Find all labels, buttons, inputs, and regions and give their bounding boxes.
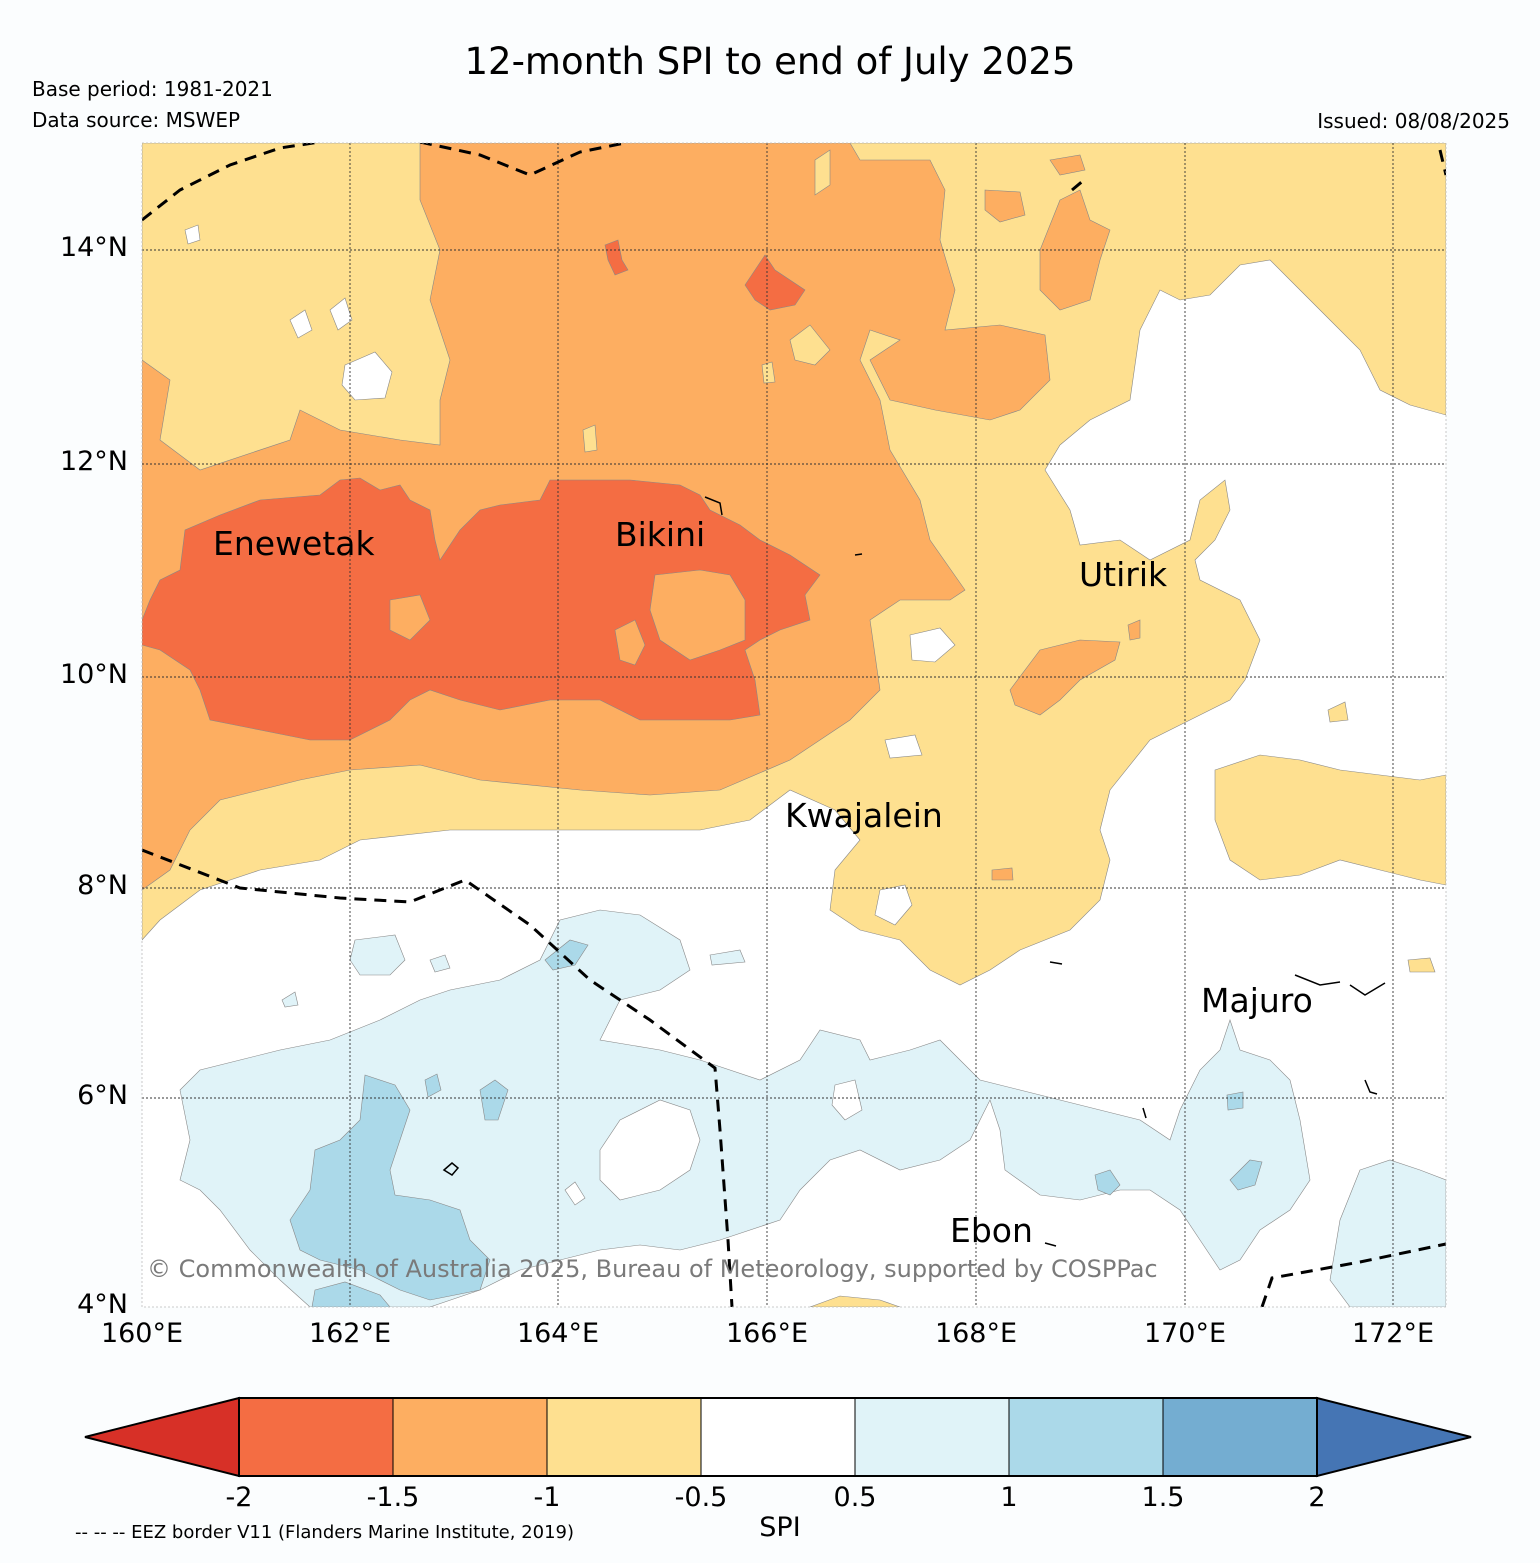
eez-border — [142, 143, 1446, 1307]
place-label-enewetak: Enewetak — [213, 524, 375, 563]
colorbar-band-5 — [854, 1397, 1010, 1477]
colorbar-tick: -1 — [533, 1482, 561, 1513]
map-area — [142, 143, 1446, 1307]
data-source-note: Data source: MSWEP — [32, 108, 241, 132]
colorbar-band-4 — [700, 1397, 856, 1477]
colorbar-band-7 — [1162, 1397, 1318, 1477]
place-label-ebon: Ebon — [950, 1211, 1033, 1250]
lat-label-10n: 10°N — [59, 659, 128, 690]
atoll-outlines — [442, 496, 1386, 1247]
place-label-majuro: Majuro — [1201, 981, 1313, 1020]
lon-label-170e: 170°E — [1143, 1318, 1227, 1349]
spi-band-minus-0.5-east — [1214, 754, 1446, 886]
lon-label-162e: 162°E — [308, 1318, 392, 1349]
base-period-note: Base period: 1981-2021 — [32, 77, 273, 101]
lon-label-164e: 164°E — [516, 1318, 600, 1349]
colorbar-extend-high — [1316, 1396, 1472, 1478]
colorbar-band-6 — [1008, 1397, 1164, 1477]
copyright-watermark: © Commonwealth of Australia 2025, Bureau… — [147, 1255, 1158, 1283]
place-label-utirik: Utirik — [1079, 555, 1168, 594]
colorbar-tick: -1.5 — [366, 1482, 420, 1513]
lon-label-172e: 172°E — [1351, 1318, 1435, 1349]
lon-label-166e: 166°E — [725, 1318, 809, 1349]
lat-label-6n: 6°N — [77, 1080, 128, 1111]
spi-band-minus-1.5 — [142, 477, 821, 741]
spi-colorbar — [84, 1396, 1472, 1478]
colorbar-tick: 2 — [1308, 1482, 1326, 1513]
graticule — [142, 143, 1446, 1307]
lon-label-168e: 168°E — [934, 1318, 1018, 1349]
map-frame — [141, 142, 1447, 1308]
colorbar-title: SPI — [759, 1512, 801, 1543]
spi-band-plus-1 — [289, 1074, 491, 1301]
colorbar-band-2 — [392, 1397, 548, 1477]
colorbar-tick: 1 — [1000, 1482, 1018, 1513]
place-label-bikini: Bikini — [615, 515, 706, 554]
lon-label-160e: 160°E — [100, 1318, 184, 1349]
colorbar-tick: -2 — [225, 1482, 253, 1513]
lat-label-12n: 12°N — [59, 446, 128, 477]
colorbar-band-1 — [238, 1397, 394, 1477]
eez-border-note: -- -- -- EEZ border V11 (Flanders Marine… — [75, 1522, 575, 1543]
colorbar-tick: 0.5 — [833, 1482, 877, 1513]
place-label-kwajalein: Kwajalein — [785, 796, 943, 835]
spi-band-plus-0.5 — [179, 909, 1311, 1307]
lat-label-14n: 14°N — [59, 232, 128, 263]
colorbar-band-3 — [546, 1397, 702, 1477]
colorbar-tick: -0.5 — [674, 1482, 728, 1513]
colorbar-tick: 1.5 — [1141, 1482, 1185, 1513]
issued-date: Issued: 08/08/2025 — [1317, 109, 1510, 133]
map-title: 12-month SPI to end of July 2025 — [464, 40, 1076, 83]
lat-label-4n: 4°N — [77, 1289, 128, 1320]
lat-label-8n: 8°N — [77, 870, 128, 901]
colorbar-extend-low — [84, 1396, 240, 1478]
